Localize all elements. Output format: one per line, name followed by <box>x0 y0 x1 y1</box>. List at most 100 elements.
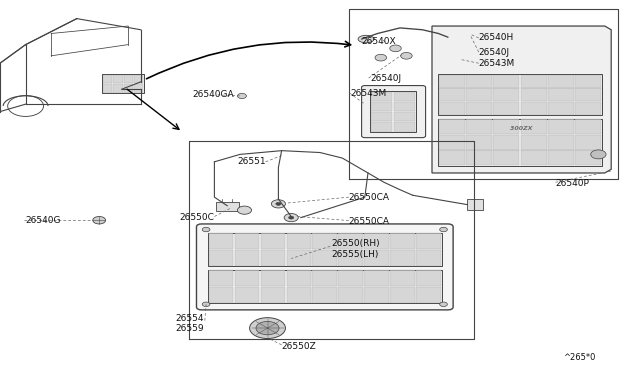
Bar <box>548 119 574 134</box>
Bar <box>339 270 363 286</box>
Bar <box>439 102 465 115</box>
Bar <box>113 75 123 83</box>
Circle shape <box>284 214 298 222</box>
Bar <box>371 92 392 101</box>
Bar <box>287 270 311 286</box>
Bar <box>466 89 492 101</box>
Bar <box>416 287 441 303</box>
Bar <box>439 119 465 134</box>
Bar <box>521 75 547 88</box>
Bar <box>394 102 415 111</box>
Text: 26540X: 26540X <box>362 37 396 46</box>
Bar <box>260 250 285 266</box>
Bar <box>287 233 311 249</box>
Circle shape <box>93 217 106 224</box>
Bar <box>312 287 337 303</box>
Bar <box>390 287 415 303</box>
Bar <box>370 91 416 132</box>
Bar <box>208 232 442 266</box>
Bar <box>521 102 547 115</box>
Bar <box>445 29 470 39</box>
Text: 26540J: 26540J <box>479 48 510 57</box>
Bar <box>575 119 601 134</box>
Bar <box>394 112 415 122</box>
Bar <box>575 89 601 101</box>
Text: 26555(LH): 26555(LH) <box>332 250 379 259</box>
Text: 26550CA: 26550CA <box>349 217 390 226</box>
Bar <box>521 150 547 165</box>
Bar <box>575 75 601 88</box>
Bar <box>209 233 234 249</box>
Text: 26550Z: 26550Z <box>282 342 316 351</box>
Bar <box>260 270 285 286</box>
Bar <box>548 75 574 88</box>
Bar <box>209 270 234 286</box>
Bar <box>339 287 363 303</box>
Circle shape <box>276 202 281 205</box>
Bar <box>208 270 442 303</box>
Circle shape <box>250 318 285 339</box>
Bar <box>339 233 363 249</box>
Text: 26540H: 26540H <box>479 33 514 42</box>
Bar <box>235 270 259 286</box>
Bar <box>364 233 389 249</box>
Bar <box>575 135 601 150</box>
Text: 26551: 26551 <box>237 157 266 166</box>
Bar <box>416 270 441 286</box>
Bar <box>209 250 234 266</box>
Bar <box>466 102 492 115</box>
Bar <box>466 119 492 134</box>
FancyBboxPatch shape <box>196 224 453 310</box>
Bar <box>364 270 389 286</box>
Circle shape <box>256 321 279 335</box>
Bar <box>235 287 259 303</box>
Text: 26550(RH): 26550(RH) <box>332 239 380 248</box>
Circle shape <box>390 45 401 52</box>
Bar <box>439 89 465 101</box>
Bar <box>371 102 392 111</box>
Bar <box>287 250 311 266</box>
Circle shape <box>202 302 210 307</box>
Bar <box>371 122 392 132</box>
Text: ^265*0: ^265*0 <box>563 353 596 362</box>
Bar <box>439 75 465 88</box>
Bar <box>466 150 492 165</box>
Bar <box>521 89 547 101</box>
Bar <box>390 270 415 286</box>
Bar <box>521 135 547 150</box>
Bar <box>439 150 465 165</box>
Text: 26550CA: 26550CA <box>349 193 390 202</box>
Text: 26559: 26559 <box>175 324 204 333</box>
Bar <box>548 135 574 150</box>
Bar <box>493 102 520 115</box>
Text: 300ZX: 300ZX <box>510 126 533 131</box>
Bar <box>216 202 239 211</box>
Bar <box>312 250 337 266</box>
Bar <box>364 287 389 303</box>
Bar <box>134 84 143 93</box>
Circle shape <box>375 54 387 61</box>
Bar <box>287 287 311 303</box>
Ellipse shape <box>358 35 374 43</box>
Bar <box>390 250 415 266</box>
Polygon shape <box>432 26 611 173</box>
Bar <box>390 233 415 249</box>
Bar <box>371 112 392 122</box>
Bar <box>466 135 492 150</box>
Bar <box>548 150 574 165</box>
Text: 26540J: 26540J <box>370 74 401 83</box>
Circle shape <box>440 302 447 307</box>
Bar <box>124 84 133 93</box>
Bar <box>103 75 112 83</box>
Bar <box>394 92 415 101</box>
Text: 26543M: 26543M <box>351 89 387 98</box>
Bar <box>113 84 123 93</box>
Bar <box>493 119 520 134</box>
Circle shape <box>237 93 246 99</box>
Bar <box>521 119 547 134</box>
Bar <box>394 122 415 132</box>
Text: 26540P: 26540P <box>556 179 589 187</box>
Bar <box>312 270 337 286</box>
Bar <box>439 135 465 150</box>
Bar <box>103 84 112 93</box>
